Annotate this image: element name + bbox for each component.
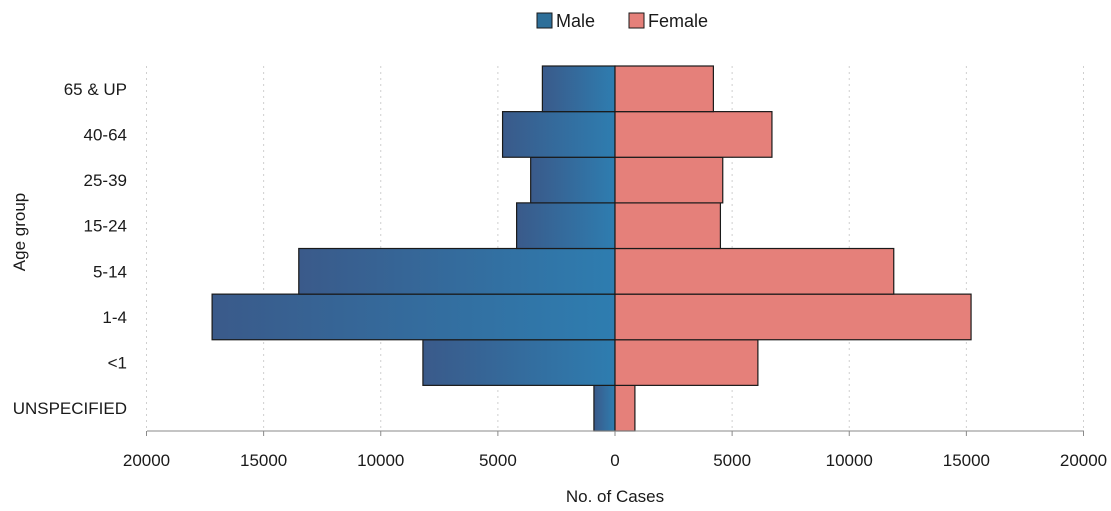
x-axis-title: No. of Cases (566, 487, 664, 506)
x-tick-label: 0 (610, 451, 619, 470)
y-category-label: 5-14 (93, 262, 127, 281)
legend: Male Female (536, 11, 708, 31)
y-category-label: 40-64 (84, 125, 127, 144)
y-category-label: 15-24 (84, 217, 127, 236)
bar-male-6 (501, 111, 616, 158)
y-category-label: <1 (108, 354, 127, 373)
x-tick-label: 5000 (713, 451, 751, 470)
bar-female-3 (614, 247, 895, 295)
bar-female-6 (614, 111, 773, 158)
bar-male-5 (530, 156, 616, 204)
bar-male-3 (298, 247, 616, 295)
bar-female-4 (614, 202, 722, 250)
bar-male-7 (541, 65, 616, 113)
y-category-label: 65 & UP (64, 80, 127, 99)
bars (211, 65, 972, 432)
y-axis: UNSPECIFIED <1 1-4 5-14 15-24 25-39 40-64 65 & … (13, 80, 127, 418)
legend-label-male: Male (556, 11, 595, 31)
x-axis: 20000 15000 10000 5000 0 5000 10000 15000 20000 (123, 430, 1107, 470)
x-tick-label: 15000 (943, 451, 990, 470)
x-tick-label: 10000 (357, 451, 404, 470)
bar-male-0 (593, 384, 616, 432)
bar-female-2 (614, 293, 972, 341)
x-tick-label: 5000 (479, 451, 517, 470)
bar-female-7 (614, 65, 714, 113)
x-tick-label: 10000 (826, 451, 873, 470)
y-category-label: 25-39 (84, 171, 127, 190)
bar-male-1 (422, 339, 616, 386)
bar-female-5 (614, 156, 724, 204)
y-category-label: UNSPECIFIED (13, 399, 127, 418)
legend-label-female: Female (648, 11, 708, 31)
bar-male-2 (211, 293, 616, 341)
legend-swatch-female (628, 12, 645, 29)
y-category-label: 1-4 (102, 308, 127, 327)
bar-female-0 (614, 384, 636, 432)
x-tick-label: 15000 (240, 451, 287, 470)
legend-swatch-male (536, 12, 553, 29)
x-tick-label: 20000 (1060, 451, 1107, 470)
x-tick-label: 20000 (123, 451, 170, 470)
y-axis-title: Age group (10, 193, 29, 271)
bar-male-4 (516, 202, 616, 250)
bar-female-1 (614, 339, 759, 386)
